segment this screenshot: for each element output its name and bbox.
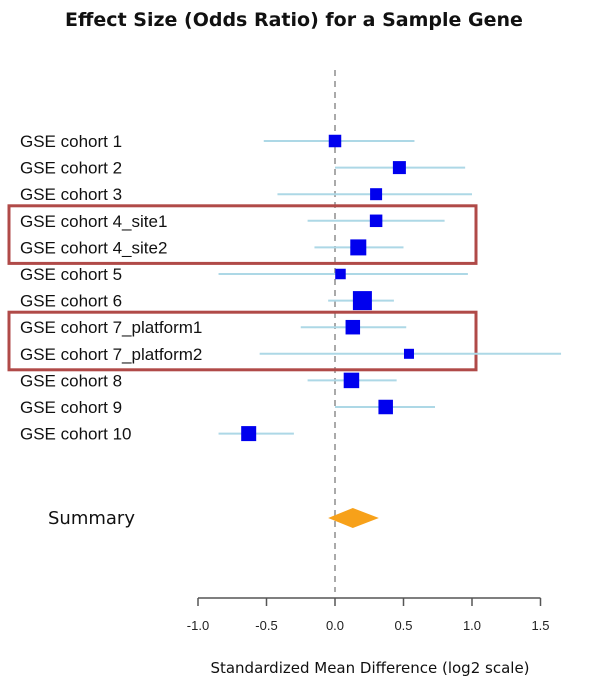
estimate-marker <box>328 134 342 148</box>
x-tick-label: -0.5 <box>255 618 277 633</box>
highlight-box <box>7 310 478 372</box>
chart-title: Effect Size (Odds Ratio) for a Sample Ge… <box>65 9 523 31</box>
highlight-boxes <box>7 204 478 372</box>
row-label: GSE cohort 3 <box>20 185 122 204</box>
x-axis-label: Standardized Mean Difference (log2 scale… <box>210 659 529 677</box>
x-axis: -1.0 -0.5 0.0 0.5 1.0 1.5 <box>187 597 550 633</box>
row-labels: GSE cohort 1 GSE cohort 2 GSE cohort 3 GSE … <box>20 132 202 444</box>
row-label: GSE cohort 7_platform2 <box>20 345 202 364</box>
row-label: GSE cohort 8 <box>20 371 122 390</box>
row-label: GSE cohort 10 <box>20 425 132 444</box>
estimate-marker <box>392 161 406 175</box>
effect-estimates <box>241 134 414 442</box>
row-label: GSE cohort 6 <box>20 292 122 311</box>
estimate-marker <box>345 319 361 335</box>
estimate-marker <box>241 426 257 442</box>
estimate-marker <box>343 372 360 389</box>
x-tick-label: -1.0 <box>187 618 209 633</box>
summary-diamond <box>328 508 379 528</box>
estimate-marker <box>350 239 367 256</box>
x-tick-label: 0.5 <box>394 618 412 633</box>
confidence-intervals <box>218 140 562 435</box>
estimate-marker <box>403 348 414 359</box>
summary-label: Summary <box>48 508 135 529</box>
estimate-marker <box>369 214 383 228</box>
row-label: GSE cohort 9 <box>20 398 122 417</box>
estimate-marker <box>370 188 383 201</box>
estimate-marker <box>335 268 346 280</box>
row-label: GSE cohort 4_site2 <box>20 238 167 257</box>
highlight-box <box>7 204 478 265</box>
row-label: GSE cohort 5 <box>20 265 122 284</box>
estimate-marker <box>352 291 372 311</box>
row-label: GSE cohort 7_platform1 <box>20 318 202 337</box>
row-label: GSE cohort 1 <box>20 132 122 151</box>
x-tick-label: 1.5 <box>531 618 549 633</box>
x-tick-label: 0.0 <box>326 618 344 633</box>
row-label: GSE cohort 4_site1 <box>20 212 167 231</box>
row-label: GSE cohort 2 <box>20 159 122 178</box>
x-tick-label: 1.0 <box>463 618 481 633</box>
estimate-marker <box>378 399 393 415</box>
